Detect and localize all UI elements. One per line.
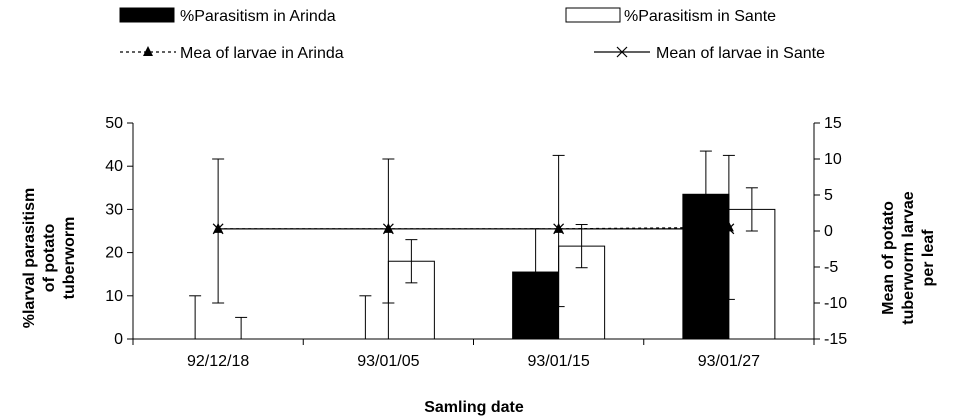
y2-tick-label: -5	[824, 259, 838, 276]
x-axis-title: Samling date	[424, 399, 524, 416]
legend-swatch-sante-bar	[565, 7, 621, 23]
legend-swatch-sante-line	[594, 46, 650, 58]
y2-axis-title-line-2: tuberworm larvae	[900, 191, 917, 324]
x-tick-label: 92/12/18	[187, 353, 249, 370]
y2-axis-title: Mean of potato tuberworm larvae per leaf	[880, 191, 937, 324]
legend-label-sante-bar: %Parasitism in Sante	[624, 8, 776, 25]
y-tick-label: 20	[105, 245, 123, 262]
y-tick-label: 10	[105, 288, 123, 305]
y-axis-title-line-1: %larval parasitism	[21, 188, 38, 329]
y2-tick-label: 10	[824, 151, 842, 168]
y2-tick-label: 5	[824, 187, 833, 204]
lines	[212, 221, 735, 235]
axes: 0 10 20 30 40 50 -15 -10 -5 0 5 10 15 92/12/18 93/01/0…	[105, 115, 847, 370]
x-tick-label: 93/01/15	[527, 353, 589, 370]
y2-axis-title-line-1: Mean of potato	[880, 201, 897, 315]
y2-tick-label: 0	[824, 223, 833, 240]
y2-tick-label: 15	[824, 115, 842, 132]
y-axis-title-line-2: of potato	[41, 224, 58, 293]
error-bars	[189, 150, 758, 339]
y-axis-title-line-3: tuberworm	[61, 217, 78, 300]
y-tick-label: 30	[105, 201, 123, 218]
legend-label-arinda-bar: %Parasitism in Arinda	[180, 8, 336, 25]
y-axis-title: %larval parasitism of potato tuberworm	[21, 188, 78, 329]
y2-tick-label: -15	[824, 331, 847, 348]
y2-axis-title-line-3: per leaf	[920, 229, 937, 287]
y-tick-label: 50	[105, 115, 123, 132]
y-tick-label: 40	[105, 158, 123, 175]
x-tick-label: 93/01/05	[357, 353, 419, 370]
legend-label-sante-line: Mean of larvae in Sante	[656, 45, 825, 62]
legend-swatch-arinda-line	[120, 46, 176, 56]
legend-swatch-arinda-bar	[119, 7, 175, 23]
y-tick-label: 0	[114, 331, 123, 348]
y2-tick-label: -10	[824, 295, 847, 312]
legend-label-arinda-line: Mea of larvae in Arinda	[180, 45, 344, 62]
x-tick-label: 93/01/27	[698, 353, 760, 370]
legend: %Parasitism in Arinda %Parasitism in San…	[119, 7, 825, 62]
